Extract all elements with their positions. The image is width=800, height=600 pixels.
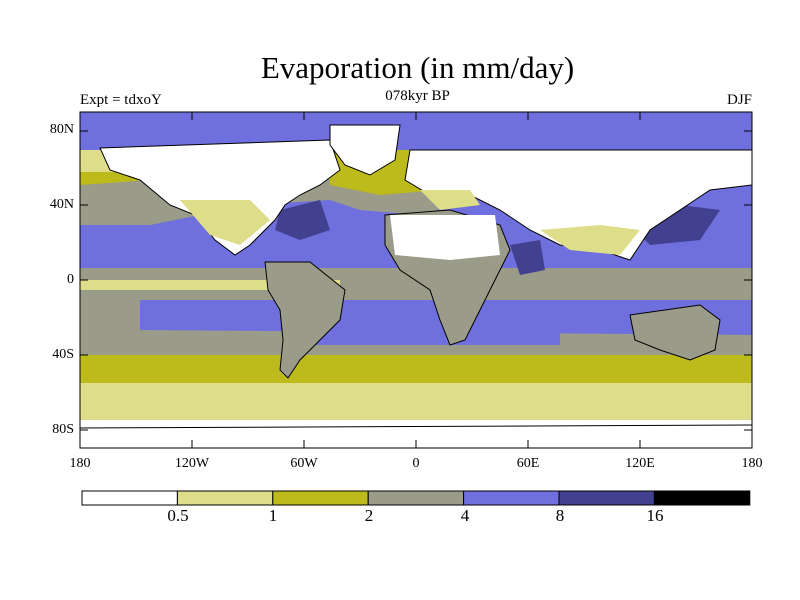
na-south	[180, 200, 270, 245]
south-asia	[540, 225, 640, 255]
north-america	[99, 139, 341, 256]
lon-label-120e: 120E	[625, 456, 655, 471]
colorbar-swatch	[272, 490, 369, 506]
lon-label-180e: 180	[741, 456, 763, 471]
australia	[629, 304, 721, 361]
europe-south	[420, 190, 480, 210]
colorbar	[81, 490, 751, 506]
lat-label-0: 0	[67, 272, 74, 287]
colorbar-label-8: 8	[555, 506, 565, 525]
lat-label-80s: 80S	[52, 422, 74, 437]
lon-label-120w: 120W	[174, 456, 210, 471]
equatorial-moderate	[80, 268, 752, 302]
map-title: Evaporation (in mm/day)	[260, 50, 575, 85]
lat-label-40n: 40N	[49, 197, 74, 212]
lon-label-60w: 60W	[290, 456, 318, 471]
colorbar-swatch	[653, 490, 751, 506]
antarctica-coast	[80, 424, 752, 429]
colorbar-label-0-5: 0.5	[167, 506, 189, 525]
colorbar-swatch	[558, 490, 655, 506]
colorbar-swatch	[176, 490, 274, 506]
south-america	[264, 261, 346, 379]
gulf-stream-high	[275, 200, 330, 240]
lat-label-40s: 40S	[52, 347, 74, 362]
greenland	[329, 124, 401, 176]
lon-label-60e: 60E	[516, 456, 540, 471]
lon-ticks	[191, 112, 641, 448]
lat-ticks	[80, 130, 752, 431]
colorbar-swatch	[463, 490, 560, 506]
south-atlantic-indian-blue	[300, 300, 560, 345]
time-label: 078kyr BP	[385, 88, 450, 104]
map-panel	[80, 112, 752, 448]
southern-ocean-verylow	[80, 383, 752, 420]
colorbar-swatch	[81, 490, 178, 506]
colorbar-label-4: 4	[460, 506, 470, 525]
sahara	[390, 215, 500, 260]
colorbar-label-16: 16	[646, 506, 664, 525]
colorbar-swatch	[367, 490, 465, 506]
season-label: DJF	[726, 92, 752, 108]
colorbar-label-2: 2	[364, 506, 374, 525]
lon-label-0: 0	[412, 456, 420, 471]
colorbar-label-1: 1	[268, 506, 278, 525]
arabian-sea-high	[510, 240, 545, 275]
lon-label-180w: 180	[69, 456, 91, 471]
lat-label-80n: 80N	[49, 122, 74, 137]
experiment-label: Expt = tdxoY	[80, 92, 162, 108]
southern-ocean-low	[80, 355, 752, 385]
